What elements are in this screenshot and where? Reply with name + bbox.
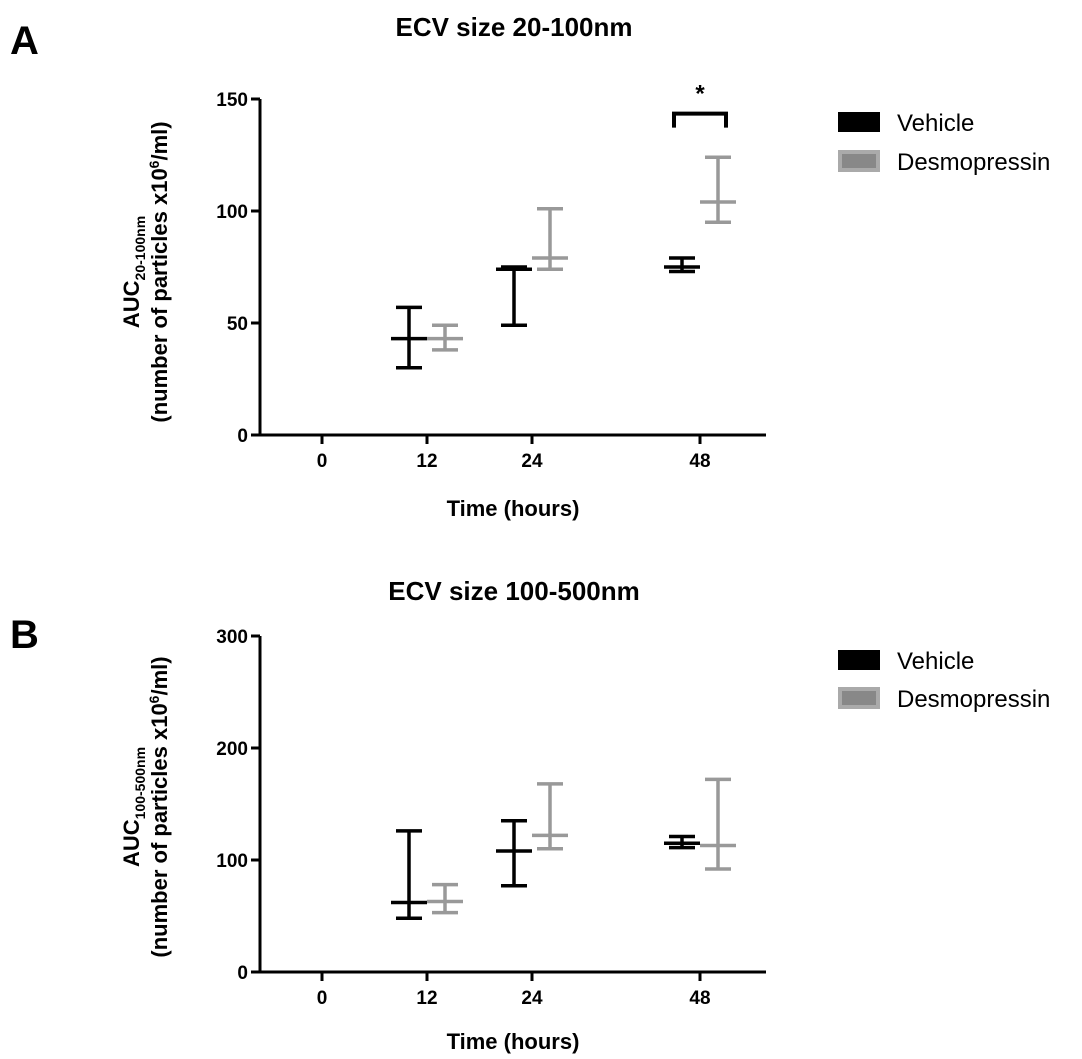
panel-a-ylabel-line2: (number of particles x106/ml): [146, 121, 172, 422]
panel-b-xlabel: Time (hours): [447, 1029, 580, 1054]
panel-b-plot: 0 100 200 300 0 12 24 48: [216, 627, 766, 1009]
panel-a-title: ECV size 20-100nm: [395, 12, 632, 42]
panel-b-ylabel-line1: AUC100-500nm: [119, 747, 148, 867]
panel-b: B ECV size 100-500nm AUC100-500nm (numbe…: [10, 576, 1050, 1054]
significance-star: *: [695, 81, 705, 108]
y-tick-label: 150: [216, 90, 248, 111]
legend-vehicle-swatch: [838, 650, 880, 670]
panel-b-letter: B: [10, 613, 39, 657]
x-tick-label: 0: [317, 988, 328, 1009]
y-tick-label: 0: [237, 963, 248, 984]
y-tick-label: 100: [216, 851, 248, 872]
x-tick-label: 12: [416, 988, 437, 1009]
significance-bracket: [672, 111, 728, 128]
legend-desmopressin-label: Desmopressin: [897, 149, 1050, 176]
panel-b-title: ECV size 100-500nm: [388, 576, 639, 606]
y-tick-label: 50: [227, 314, 248, 335]
legend-vehicle-label: Vehicle: [897, 648, 974, 675]
x-tick-label: 12: [416, 451, 437, 472]
panel-a-ylabel-line1: AUC20-100nm: [119, 216, 148, 328]
y-tick-label: 100: [216, 202, 248, 223]
x-tick-label: 24: [521, 451, 543, 472]
x-tick-label: 48: [689, 451, 710, 472]
panel-a-letter: A: [10, 19, 39, 63]
panel-a-xlabel: Time (hours): [447, 496, 580, 521]
legend-desmopressin-swatch: [838, 687, 880, 709]
x-tick-label: 48: [689, 988, 710, 1009]
legend-desmopressin-swatch: [838, 150, 880, 172]
panel-a-legend: Vehicle Desmopressin: [838, 110, 1050, 176]
y-tick-label: 200: [216, 739, 248, 760]
x-tick-label: 24: [521, 988, 543, 1009]
panel-a-plot: 0 50 100 150 0 12 24 48 *: [216, 81, 766, 472]
y-tick-label: 0: [237, 426, 248, 447]
legend-vehicle-label: Vehicle: [897, 110, 974, 137]
y-tick-label: 300: [216, 627, 248, 648]
legend-vehicle-swatch: [838, 112, 880, 132]
legend-desmopressin-label: Desmopressin: [897, 686, 1050, 713]
panel-b-ylabel-line2: (number of particles x106/ml): [146, 656, 172, 957]
panel-a: A ECV size 20-100nm AUC20-100nm (number …: [10, 12, 1050, 521]
panel-b-legend: Vehicle Desmopressin: [838, 648, 1050, 713]
x-tick-label: 0: [317, 451, 328, 472]
